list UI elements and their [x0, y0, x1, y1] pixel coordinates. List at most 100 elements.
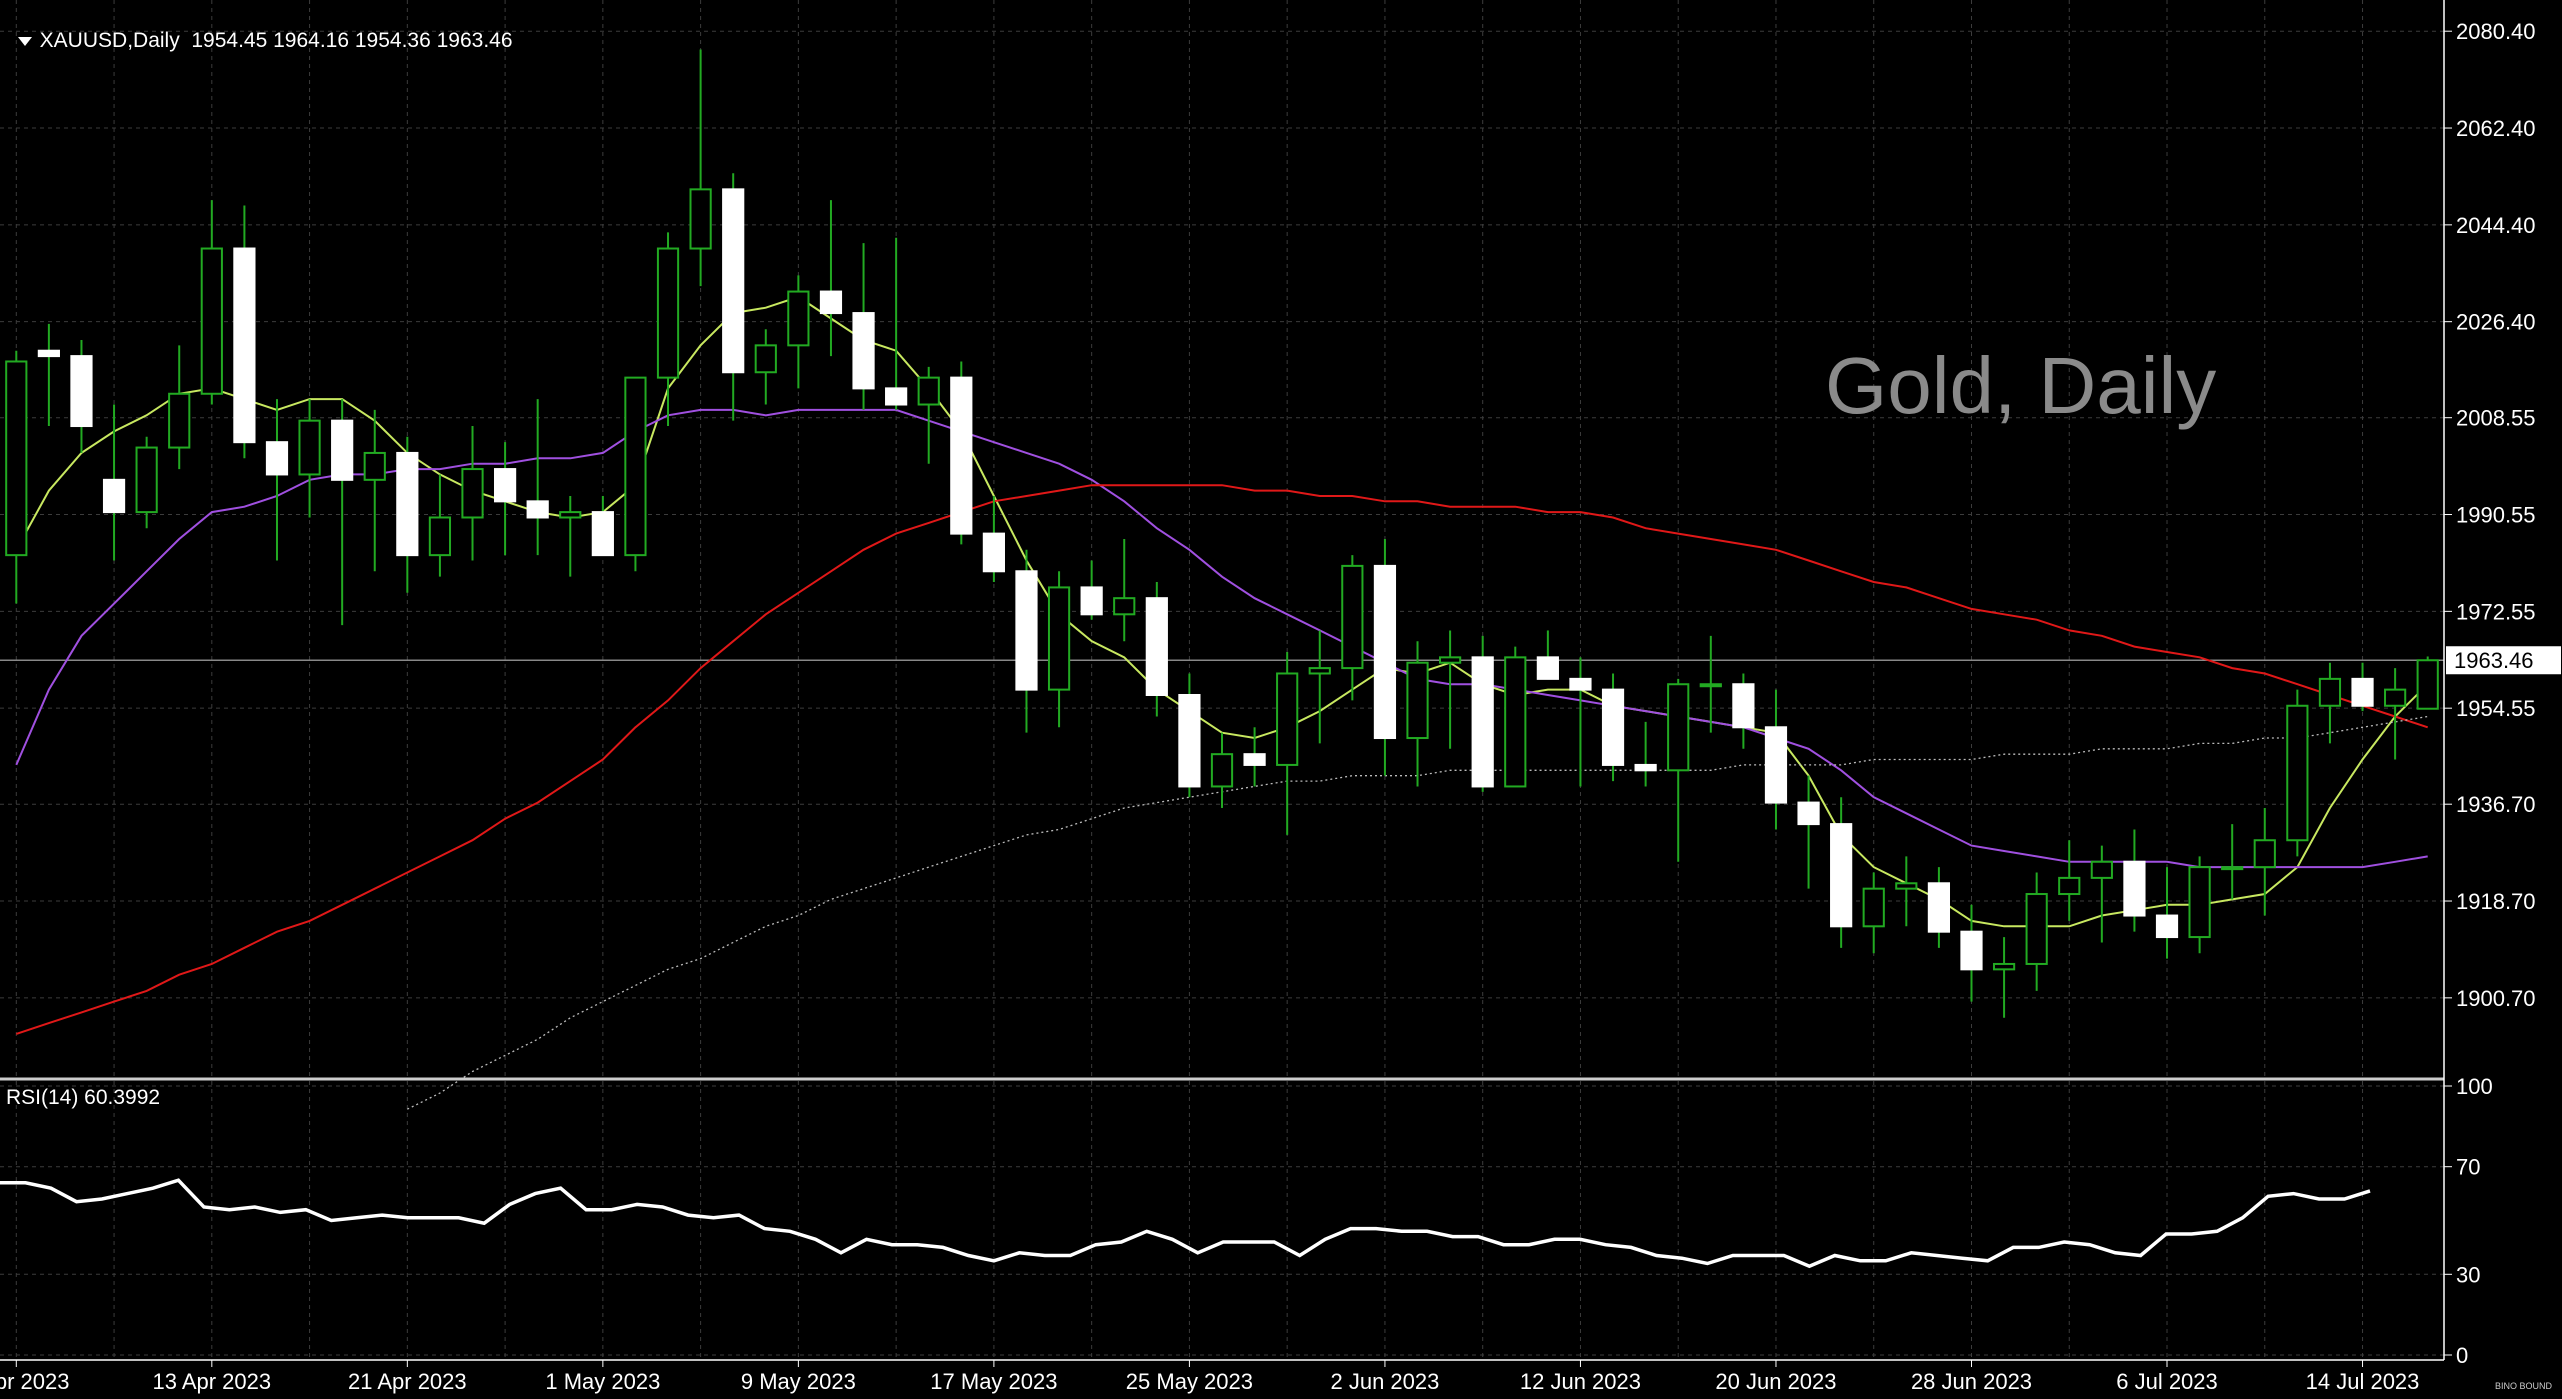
bull-candle: [1862, 887, 1885, 928]
price-tick-label: 2080.40: [2456, 19, 2536, 44]
price-tick-label: 2044.40: [2456, 213, 2536, 238]
time-tick-label: 28 Jun 2023: [1911, 1369, 2032, 1394]
bear-candle: [1373, 564, 1397, 740]
bear-candle: [1569, 677, 1592, 691]
logo: BINO BOUND: [2494, 1381, 2552, 1391]
bull-candle: [1210, 753, 1234, 788]
bull-candle: [1699, 683, 1722, 688]
bull-candle: [2318, 677, 2342, 707]
current-price-marker: 1963.46: [2446, 646, 2561, 675]
rsi-line: [0, 1178, 2371, 1269]
bull-candle: [689, 188, 712, 250]
rsi-tick-label: 30: [2456, 1262, 2480, 1287]
bull-candle: [917, 376, 940, 406]
bull-candle: [2384, 688, 2407, 707]
bull-candle: [2416, 659, 2439, 710]
bull-candle: [428, 516, 452, 557]
bull-candle: [559, 511, 582, 519]
bull-candle: [1992, 962, 2016, 971]
symbol-legend: XAUUSD,Daily 1954.45 1964.16 1954.36 196…: [6, 5, 513, 53]
time-tick-label: 9 May 2023: [741, 1369, 856, 1394]
bull-candle: [1047, 586, 1071, 691]
bear-candle: [233, 247, 256, 444]
price-tick-label: 1990.55: [2456, 503, 2536, 528]
bear-candle: [1927, 882, 1951, 933]
bear-candle: [591, 511, 614, 557]
rsi-tick-label: 0: [2456, 1343, 2468, 1368]
bear-candle: [265, 441, 289, 476]
bull-candle: [298, 419, 321, 476]
time-tick-label: 17 May 2023: [930, 1369, 1057, 1394]
bear-candle: [37, 349, 60, 358]
candlesticks: [5, 49, 2439, 1018]
moving-average-slow: [15, 484, 2429, 1035]
bear-candle: [331, 419, 354, 481]
bull-candle: [1113, 597, 1136, 616]
price-tick-label: 1900.70: [2456, 986, 2536, 1011]
bear-candle: [1080, 586, 1103, 616]
bear-candle: [1536, 656, 1559, 680]
bear-candle: [2123, 860, 2146, 917]
dropdown-triangle-icon[interactable]: [17, 36, 32, 46]
bull-candle: [624, 376, 647, 557]
price-tick-label: 2008.55: [2456, 406, 2536, 431]
rsi-series: [0, 1178, 2371, 1269]
bull-candle: [2253, 839, 2276, 869]
bear-candle: [1601, 688, 1625, 766]
bull-candle: [787, 290, 810, 347]
bear-candle: [1145, 597, 1168, 696]
bear-candle: [102, 478, 126, 514]
bear-candle: [1764, 726, 1788, 804]
bull-candle: [754, 344, 777, 374]
bear-candle: [2155, 914, 2179, 939]
chart-watermark: Gold, Daily: [1825, 341, 2217, 430]
time-tick-label: 13 Apr 2023: [152, 1369, 271, 1394]
bear-candle: [722, 188, 745, 374]
bull-candle: [2221, 866, 2244, 871]
bear-candle: [1243, 753, 1266, 766]
bear-candle: [1830, 823, 1853, 928]
time-tick-label: 4 Apr 2023: [0, 1369, 70, 1394]
bear-candle: [1471, 656, 1494, 788]
price-tick-label: 2026.40: [2456, 310, 2536, 335]
bull-candle: [461, 468, 484, 519]
rsi-tick-label: 100: [2456, 1074, 2493, 1099]
bull-candle: [2090, 860, 2113, 879]
rsi-legend: RSI(14) 60.3992: [6, 1086, 161, 1109]
time-tick-label: 1 May 2023: [545, 1369, 660, 1394]
bear-candle: [1732, 683, 1755, 729]
bear-candle: [1797, 801, 1820, 826]
time-tick-label: 14 Jul 2023: [2306, 1369, 2420, 1394]
bear-candle: [885, 387, 908, 406]
bull-candle: [656, 247, 680, 379]
bull-candle: [1406, 661, 1429, 740]
bull-candle: [1308, 667, 1331, 675]
bear-candle: [396, 451, 419, 557]
price-tick-label: 2062.40: [2456, 116, 2536, 141]
bull-candle: [2188, 866, 2211, 939]
time-tick-label: 21 Apr 2023: [348, 1369, 467, 1394]
time-tick-label: 12 Jun 2023: [1520, 1369, 1641, 1394]
bull-candle: [1895, 882, 1918, 890]
bear-candle: [70, 355, 93, 428]
bear-candle: [1015, 570, 1038, 691]
price-tick-label: 1918.70: [2456, 889, 2536, 914]
bull-candle: [2025, 893, 2048, 965]
price-grid: [0, 0, 2444, 1360]
bull-candle: [1667, 683, 1690, 772]
time-tick-label: 2 Jun 2023: [1330, 1369, 1439, 1394]
current-price-label: 1963.46: [2454, 648, 2534, 673]
bear-candle: [950, 376, 973, 535]
bull-candle: [2058, 876, 2081, 896]
bull-candle: [5, 360, 28, 557]
bull-candle: [1341, 564, 1364, 670]
bear-candle: [852, 312, 875, 390]
bull-candle: [363, 451, 386, 481]
bear-candle: [526, 500, 549, 519]
bull-candle: [1504, 656, 1527, 788]
price-tick-label: 1954.55: [2456, 696, 2536, 721]
rsi-grid: [0, 1085, 2444, 1356]
bull-candle: [2286, 704, 2309, 842]
bear-candle: [819, 290, 843, 315]
symbol-line: XAUUSD,Daily 1954.45 1964.16 1954.36 196…: [39, 29, 513, 52]
